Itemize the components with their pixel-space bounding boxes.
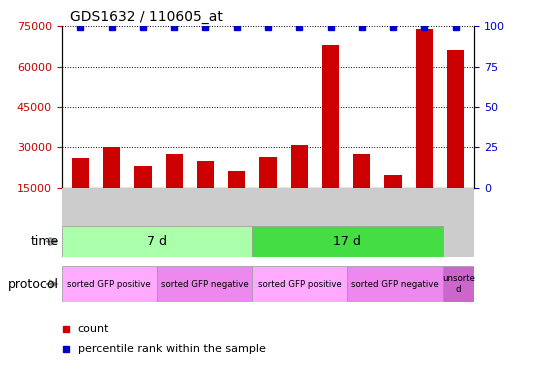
Bar [447,51,464,228]
Bar [103,147,120,228]
Bar [197,160,214,228]
Text: sorted GFP positive: sorted GFP positive [258,280,341,289]
Text: sorted GFP negative: sorted GFP negative [161,280,248,289]
Text: GDS1632 / 110605_at: GDS1632 / 110605_at [70,10,223,24]
Bar [259,157,277,228]
Bar [416,29,433,228]
Bar [157,266,252,302]
Text: 7 d: 7 d [147,235,167,248]
Bar [347,266,443,302]
Text: protocol: protocol [8,278,59,291]
Bar [228,171,245,228]
Bar [62,226,252,257]
Text: count: count [78,324,109,334]
Text: unsorte
d: unsorte d [442,274,475,294]
Bar [252,226,443,257]
Bar [384,176,401,228]
Text: sorted GFP positive: sorted GFP positive [68,280,151,289]
Bar [353,154,370,228]
Bar [135,166,152,228]
Text: time: time [31,235,59,248]
Bar [252,266,347,302]
Bar [166,154,183,228]
Bar [62,266,157,302]
Bar [443,266,474,302]
Bar [291,144,308,228]
Text: sorted GFP negative: sorted GFP negative [351,280,439,289]
Bar [322,45,339,228]
Text: 17 d: 17 d [333,235,361,248]
Bar [72,158,89,228]
Text: percentile rank within the sample: percentile rank within the sample [78,344,265,354]
